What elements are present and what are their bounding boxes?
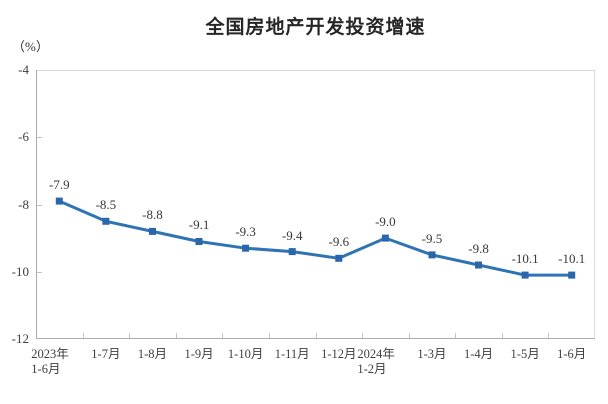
data-point-marker (55, 197, 63, 205)
x-tick-label: 1-9月 (184, 347, 214, 361)
y-axis-unit-label: （%） (12, 39, 49, 54)
y-tick-label: -6 (18, 129, 29, 145)
data-point-marker (242, 244, 250, 252)
data-point-marker (102, 217, 110, 225)
data-point-marker (521, 271, 529, 279)
x-tick-label: 2023年 1-6月 (31, 347, 69, 376)
x-tick-label: 2024年 1-2月 (357, 347, 395, 376)
data-point-label: -9.8 (468, 241, 489, 257)
data-point-marker (568, 271, 576, 279)
chart-title: 全国房地产开发投资增速 (205, 17, 426, 38)
data-point-label: -7.9 (48, 177, 70, 193)
data-point-marker (335, 254, 343, 262)
data-point-marker (381, 234, 389, 242)
y-tick-label: -8 (18, 196, 29, 212)
data-point-label: -9.5 (421, 230, 443, 246)
x-tick-label: 1-3月 (417, 347, 447, 361)
data-point-marker (428, 251, 436, 259)
x-tick-label: 1-10月 (227, 347, 264, 361)
data-point-label: -9.3 (235, 224, 256, 240)
x-tick-label: 1-8月 (137, 347, 168, 361)
data-point-label: -10.1 (558, 251, 586, 267)
x-tick-label: 1-4月 (463, 347, 494, 361)
data-point-label: -8.5 (95, 197, 117, 213)
y-tick-label: -4 (18, 62, 29, 77)
data-point-label: -8.8 (142, 207, 163, 223)
trend-line (57, 199, 574, 277)
x-tick-label: 1-7月 (91, 347, 121, 361)
data-point-label: -9.4 (281, 227, 303, 243)
data-point-marker (195, 238, 203, 245)
data-point-label: -9.6 (328, 234, 350, 250)
y-tick-label: -10 (11, 263, 29, 279)
data-point-label: -9.0 (375, 214, 396, 230)
data-point-marker (475, 261, 482, 269)
x-tick-label: 1-6月 (557, 347, 587, 361)
data-point-marker (288, 248, 296, 256)
data-point-label: -10.1 (511, 251, 539, 267)
x-tick-label: 1-5月 (510, 347, 540, 361)
x-tick-label: 1-11月 (274, 347, 310, 361)
data-point-marker (149, 227, 156, 235)
data-point-label: -9.1 (188, 217, 210, 233)
y-tick-label: -12 (11, 331, 29, 346)
x-tick-label: 1-12月 (321, 347, 357, 361)
